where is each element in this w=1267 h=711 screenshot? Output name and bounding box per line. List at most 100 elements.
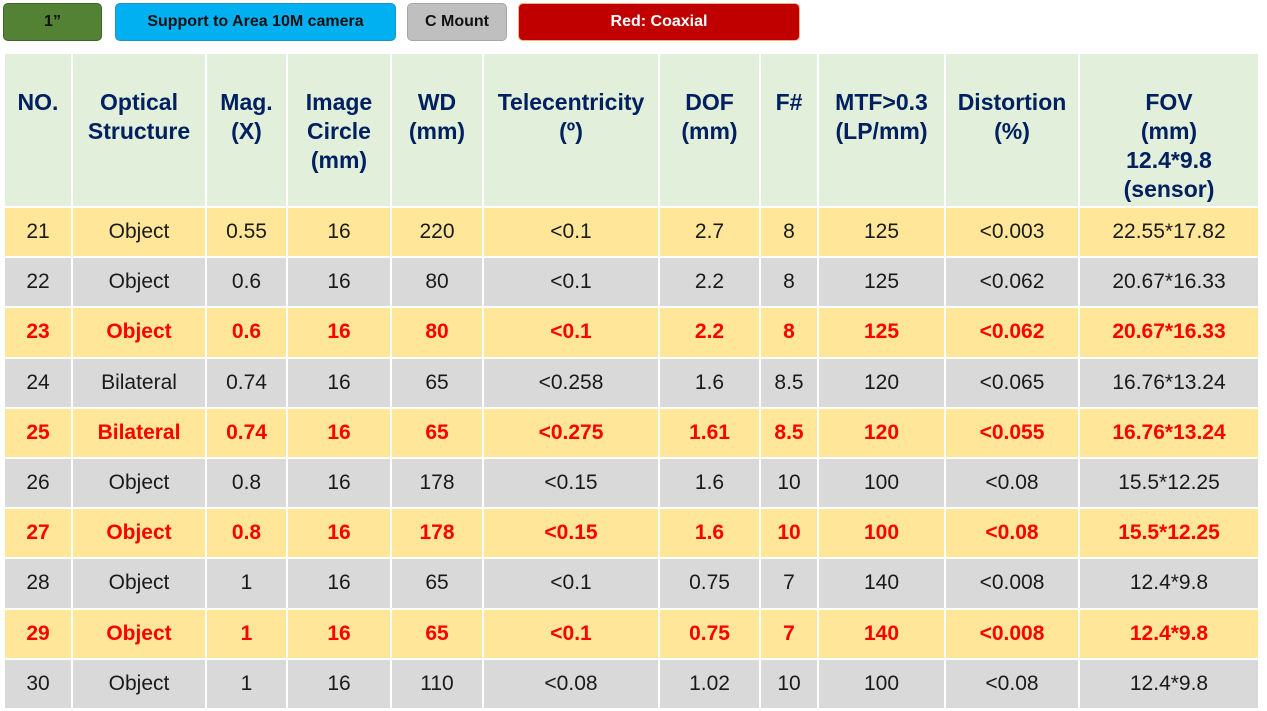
cell-no: 25 xyxy=(3,406,73,459)
cell-dof: 0.75 xyxy=(658,607,761,660)
cell-telecentricity: <0.275 xyxy=(482,406,660,459)
table-row: 25 Bilateral 0.74 16 65 <0.275 1.61 8.5 120 <0.05… xyxy=(3,406,1260,459)
cell-optical-structure: Bilateral xyxy=(71,356,207,409)
cell-working-distance: 65 xyxy=(390,406,484,459)
cell-magnification: 0.6 xyxy=(205,306,288,359)
cell-telecentricity: <0.1 xyxy=(482,256,660,309)
header-no-line: NO. xyxy=(17,89,59,115)
cell-fov: 16.76*13.24 xyxy=(1078,406,1260,459)
cell-working-distance: 178 xyxy=(390,507,484,560)
table-row: 23 Object 0.6 16 80 <0.1 2.2 8 125 <0.062 20.67*16… xyxy=(3,306,1260,359)
cell-dof: 2.2 xyxy=(658,306,761,359)
cell-optical-structure: Object xyxy=(71,256,207,309)
cell-magnification: 0.8 xyxy=(205,456,288,510)
cell-telecentricity: <0.15 xyxy=(482,507,660,560)
header-magnification-line: Mag. xyxy=(220,89,273,115)
table-row: 26 Object 0.8 16 178 <0.15 1.6 10 100 <0.08 15.5*1… xyxy=(3,456,1260,510)
cell-distortion: <0.08 xyxy=(944,507,1080,560)
cell-dof: 2.7 xyxy=(658,205,761,259)
cell-fov: 20.67*16.33 xyxy=(1078,306,1260,359)
header-dof-line: DOF xyxy=(685,89,734,115)
cell-dof: 2.2 xyxy=(658,256,761,309)
camera-support-label: Support to Area 10M camera xyxy=(147,13,364,30)
cell-fov: 22.55*17.82 xyxy=(1078,205,1260,259)
cell-fov: 20.67*16.33 xyxy=(1078,256,1260,309)
cell-telecentricity: <0.1 xyxy=(482,205,660,259)
cell-magnification: 0.6 xyxy=(205,256,288,309)
cell-mtf: 125 xyxy=(817,256,946,309)
header-image-circle-line: Circle xyxy=(307,118,371,144)
cell-dof: 1.6 xyxy=(658,507,761,560)
header-fov-line: FOV xyxy=(1145,89,1193,115)
cell-magnification: 1 xyxy=(205,657,288,710)
cell-mtf: 100 xyxy=(817,456,946,510)
header-distortion: Distortion (%) xyxy=(944,52,1080,208)
cell-no: 29 xyxy=(3,607,73,660)
cell-mtf: 100 xyxy=(817,657,946,710)
header-magnification-line: (X) xyxy=(231,118,262,144)
cell-fov: 12.4*9.8 xyxy=(1078,657,1260,710)
cell-f-number: 10 xyxy=(759,657,819,710)
cell-mtf: 120 xyxy=(817,356,946,409)
header-image-circle-line: (mm) xyxy=(310,147,368,173)
header-working-distance: WD (mm) xyxy=(390,52,484,208)
cell-working-distance: 220 xyxy=(390,205,484,259)
cell-dof: 1.02 xyxy=(658,657,761,710)
cell-f-number: 8 xyxy=(759,205,819,259)
cell-working-distance: 80 xyxy=(390,256,484,309)
header-fov-line: (sensor) xyxy=(1123,176,1215,202)
cell-f-number: 8 xyxy=(759,306,819,359)
table-row: 29 Object 1 16 65 <0.1 0.75 7 140 <0.008 12.4*9.8 xyxy=(3,607,1260,660)
header-fov: FOV (mm) 12.4*9.8 (sensor) xyxy=(1078,52,1260,208)
cell-telecentricity: <0.08 xyxy=(482,657,660,710)
cell-no: 24 xyxy=(3,356,73,409)
header-mtf: MTF>0.3 (LP/mm) xyxy=(817,52,946,208)
table-row: 24 Bilateral 0.74 16 65 <0.258 1.6 8.5 120 <0.065… xyxy=(3,356,1260,409)
header-row: NO. Optical Structure Mag. (X) Image Cir… xyxy=(3,52,1260,208)
table-row: 21 Object 0.55 16 220 <0.1 2.7 8 125 <0.003 22.55*… xyxy=(3,205,1260,259)
cell-distortion: <0.08 xyxy=(944,456,1080,510)
cell-f-number: 8 xyxy=(759,256,819,309)
cell-fov: 15.5*12.25 xyxy=(1078,456,1260,510)
cell-dof: 1.6 xyxy=(658,456,761,510)
cell-distortion: <0.062 xyxy=(944,306,1080,359)
sensor-size-label: 1” xyxy=(44,13,61,30)
cell-no: 26 xyxy=(3,456,73,510)
cell-image-circle: 16 xyxy=(286,406,392,459)
cell-magnification: 1 xyxy=(205,557,288,610)
cell-working-distance: 80 xyxy=(390,306,484,359)
cell-telecentricity: <0.258 xyxy=(482,356,660,409)
header-mtf-line: MTF>0.3 xyxy=(835,89,928,115)
table-row: 22 Object 0.6 16 80 <0.1 2.2 8 125 <0.062 20.67*16… xyxy=(3,256,1260,309)
cell-magnification: 0.55 xyxy=(205,205,288,259)
cell-no: 22 xyxy=(3,256,73,309)
header-working-distance-line: (mm) xyxy=(408,118,466,144)
header-optical-structure-line: Optical xyxy=(100,89,178,115)
cell-working-distance: 178 xyxy=(390,456,484,510)
cell-magnification: 0.74 xyxy=(205,356,288,409)
header-fov-line: (mm) xyxy=(1140,118,1198,144)
cell-no: 28 xyxy=(3,557,73,610)
cell-image-circle: 16 xyxy=(286,507,392,560)
cell-f-number: 8.5 xyxy=(759,406,819,459)
lens-spec-table: NO. Optical Structure Mag. (X) Image Cir… xyxy=(3,52,1260,710)
cell-magnification: 0.74 xyxy=(205,406,288,459)
cell-working-distance: 110 xyxy=(390,657,484,710)
cell-image-circle: 16 xyxy=(286,607,392,660)
cell-magnification: 1 xyxy=(205,607,288,660)
header-fov-line: 12.4*9.8 xyxy=(1126,147,1212,173)
cell-image-circle: 16 xyxy=(286,456,392,510)
cell-distortion: <0.062 xyxy=(944,256,1080,309)
cell-mtf: 125 xyxy=(817,205,946,259)
cell-optical-structure: Object xyxy=(71,607,207,660)
cell-no: 21 xyxy=(3,205,73,259)
cell-mtf: 140 xyxy=(817,557,946,610)
header-f-number-line: F# xyxy=(775,89,803,115)
cell-working-distance: 65 xyxy=(390,607,484,660)
cell-image-circle: 16 xyxy=(286,205,392,259)
cell-mtf: 100 xyxy=(817,507,946,560)
header-dof: DOF (mm) xyxy=(658,52,761,208)
cell-image-circle: 16 xyxy=(286,306,392,359)
mount-type-tag: C Mount xyxy=(407,3,507,41)
cell-distortion: <0.008 xyxy=(944,607,1080,660)
